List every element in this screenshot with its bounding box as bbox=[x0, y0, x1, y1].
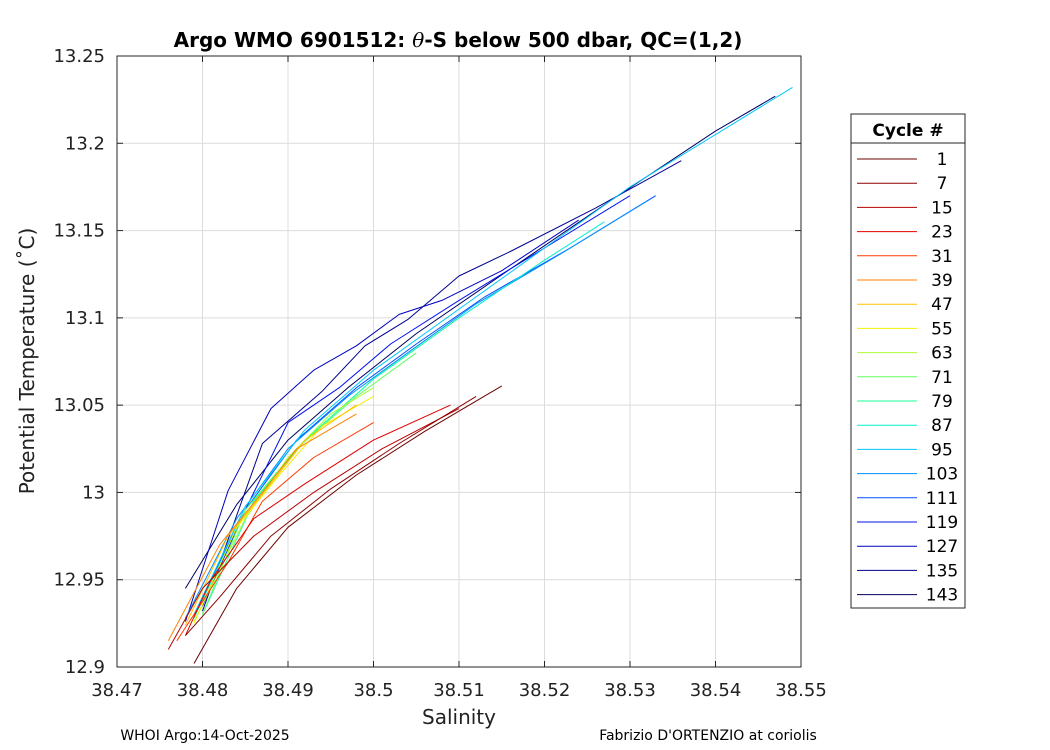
legend-label: 39 bbox=[931, 271, 953, 291]
legend-entry: 7 bbox=[857, 174, 947, 194]
legend-entry: 87 bbox=[857, 416, 953, 436]
x-tick-label: 38.52 bbox=[519, 680, 571, 701]
y-tick-label: 13.05 bbox=[53, 395, 105, 416]
legend-label: 127 bbox=[926, 537, 958, 557]
plot-area: 38.47 38.48 38.49 38.5 38.51 38.52 38.53 38.54 3… bbox=[53, 46, 826, 701]
legend-entries: 1 7 15 23 31 39 47 55 63 71 79 87 95 103 111 119 127 135 1… bbox=[857, 150, 958, 606]
legend: Cycle # 1 7 15 23 31 39 47 55 63 71 79 87 95 103 111 11… bbox=[850, 113, 966, 609]
x-axis-label: Salinity bbox=[422, 705, 496, 729]
legend-label: 15 bbox=[931, 198, 953, 218]
series-line-cycle-39 bbox=[167, 413, 357, 642]
legend-entry: 127 bbox=[857, 537, 958, 557]
y-tick-label: 13 bbox=[82, 482, 105, 503]
legend-label: 95 bbox=[931, 440, 953, 460]
y-tick-label: 12.9 bbox=[65, 657, 105, 678]
x-tick-label: 38.48 bbox=[177, 680, 229, 701]
legend-label: 111 bbox=[926, 489, 958, 509]
legend-entry: 119 bbox=[857, 513, 958, 533]
legend-label: 7 bbox=[937, 174, 948, 194]
legend-box bbox=[850, 113, 966, 609]
x-tick-label: 38.54 bbox=[690, 680, 742, 701]
y-tick-label: 12.95 bbox=[53, 570, 105, 591]
y-tick-label: 13.25 bbox=[53, 46, 105, 67]
series-line-cycle-119 bbox=[202, 195, 631, 607]
legend-label: 31 bbox=[931, 247, 953, 267]
x-tick-label: 38.53 bbox=[604, 680, 656, 701]
series-line-cycle-63 bbox=[193, 387, 374, 622]
chart-title: Argo WMO 6901512: θ-S below 500 dbar, QC… bbox=[174, 28, 743, 52]
legend-label: 103 bbox=[926, 465, 958, 485]
y-tick-label: 13.1 bbox=[65, 308, 105, 329]
x-tick-label: 38.5 bbox=[353, 680, 393, 701]
legend-entry: 47 bbox=[857, 295, 953, 315]
legend-entry: 31 bbox=[857, 247, 953, 267]
legend-entry: 55 bbox=[857, 319, 953, 339]
legend-entry: 39 bbox=[857, 271, 953, 291]
series-line-cycle-23 bbox=[184, 404, 451, 636]
series-line-cycle-15 bbox=[167, 408, 460, 650]
legend-label: 1 bbox=[937, 150, 948, 170]
legend-label: 47 bbox=[931, 295, 953, 315]
series-lines bbox=[167, 86, 793, 664]
legend-entry: 135 bbox=[857, 561, 958, 581]
legend-label: 63 bbox=[931, 344, 953, 364]
x-tick-label: 38.49 bbox=[262, 680, 314, 701]
footer-left: WHOI Argo:14-Oct-2025 bbox=[120, 728, 289, 744]
legend-label: 87 bbox=[931, 416, 953, 436]
legend-label: 143 bbox=[926, 586, 958, 606]
legend-label: 55 bbox=[931, 319, 953, 339]
y-tick-label: 13.15 bbox=[53, 221, 105, 242]
legend-entry: 23 bbox=[857, 223, 953, 243]
legend-entry: 111 bbox=[857, 489, 958, 509]
series-line-cycle-135 bbox=[202, 160, 682, 612]
series-line-cycle-1 bbox=[193, 385, 503, 664]
footer-right: Fabrizio D'ORTENZIO at coriolis bbox=[599, 728, 817, 744]
legend-label: 79 bbox=[931, 392, 953, 412]
y-axis-label: Potential Temperature (˚C) bbox=[15, 228, 39, 495]
axis-ticks: 38.47 38.48 38.49 38.5 38.51 38.52 38.53 38.54 3… bbox=[53, 46, 826, 701]
series-line-cycle-95 bbox=[193, 86, 793, 615]
legend-entry: 79 bbox=[857, 392, 953, 412]
series-line-cycle-47 bbox=[184, 404, 357, 626]
series-line-cycle-127 bbox=[184, 219, 579, 622]
legend-entry: 71 bbox=[857, 368, 953, 388]
legend-title: Cycle # bbox=[872, 121, 943, 141]
y-tick-label: 13.2 bbox=[65, 133, 105, 154]
legend-label: 119 bbox=[926, 513, 958, 533]
x-tick-label: 38.55 bbox=[775, 680, 827, 701]
legend-entry: 143 bbox=[857, 586, 958, 606]
series-line-cycle-31 bbox=[176, 422, 374, 642]
legend-entry: 1 bbox=[857, 150, 947, 170]
x-tick-label: 38.47 bbox=[91, 680, 143, 701]
legend-entry: 103 bbox=[857, 465, 958, 485]
series-line-cycle-7 bbox=[185, 395, 477, 636]
legend-entry: 95 bbox=[857, 440, 953, 460]
series-line-cycle-143 bbox=[184, 95, 776, 589]
legend-label: 71 bbox=[931, 368, 953, 388]
x-tick-label: 38.51 bbox=[433, 680, 485, 701]
legend-entry: 15 bbox=[857, 198, 953, 218]
legend-label: 23 bbox=[931, 223, 953, 243]
legend-entry: 63 bbox=[857, 344, 953, 364]
legend-label: 135 bbox=[926, 561, 958, 581]
